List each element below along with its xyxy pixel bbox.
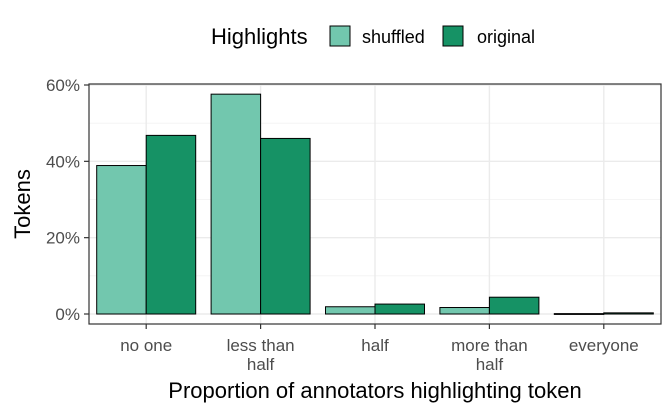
bar-shuffled-4 (553, 313, 605, 315)
bar-shuffled-2 (325, 306, 376, 315)
x-tick-label: less than half (227, 336, 295, 374)
bar-original-1 (260, 137, 311, 315)
x-tick-label: no one (120, 336, 172, 355)
y-tick-label: 40% (46, 152, 80, 171)
y-tick-label: 60% (46, 76, 80, 95)
x-tick-label: more than half (451, 336, 528, 374)
legend-label-shuffled: shuffled (362, 27, 425, 47)
x-axis-title: Proportion of annotators highlighting to… (168, 378, 581, 403)
bar-shuffled-3 (439, 307, 490, 315)
x-axis: no one less than half half more than half ever… (120, 324, 639, 374)
legend-key-original (442, 25, 464, 47)
bar-original-3 (488, 296, 540, 315)
y-tick-label: 0% (55, 305, 80, 324)
x-tick-label: everyone (569, 336, 639, 355)
y-tick-label: 20% (46, 229, 80, 248)
x-tick-label: half (361, 336, 389, 355)
bar-shuffled-0 (96, 165, 147, 315)
y-axis: 0% 20% 40% 60% (46, 76, 89, 324)
bars (96, 93, 654, 315)
y-axis-title: Tokens (10, 169, 35, 239)
legend-title: Highlights (211, 24, 308, 49)
bar-original-4 (603, 312, 654, 315)
bar-original-0 (145, 134, 197, 315)
bar-original-2 (374, 303, 425, 315)
bar-shuffled-1 (210, 93, 262, 315)
legend-label-original: original (477, 27, 535, 47)
legend-key-shuffled (329, 25, 351, 47)
legend: Highlights shuffled original (211, 24, 535, 49)
plot-panel (88, 83, 662, 325)
